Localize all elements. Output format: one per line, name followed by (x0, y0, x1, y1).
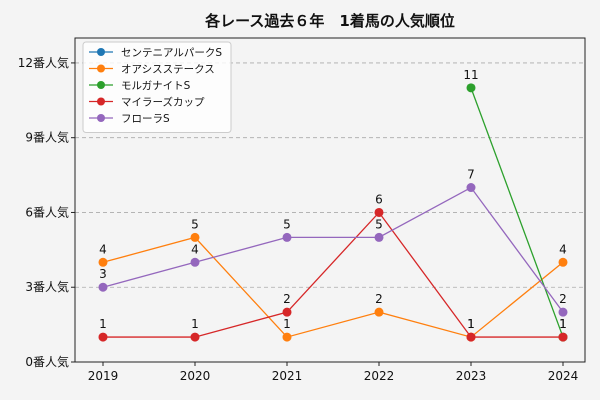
data-label: 5 (375, 217, 383, 231)
data-label: 2 (283, 292, 291, 306)
data-point (466, 83, 476, 93)
y-tick-label: 12番人気 (18, 55, 69, 70)
data-point (282, 332, 292, 342)
data-point (558, 332, 568, 342)
data-point (466, 183, 476, 193)
x-tick-label: 2023 (456, 369, 487, 383)
data-label: 11 (463, 68, 478, 82)
data-point (190, 257, 200, 267)
x-tick-label: 2020 (180, 369, 211, 383)
data-point (282, 307, 292, 317)
data-label: 7 (467, 168, 475, 182)
data-label: 6 (375, 192, 383, 206)
data-point (374, 207, 384, 217)
data-point (98, 332, 108, 342)
data-point (190, 232, 200, 242)
data-label: 5 (283, 217, 291, 231)
data-point (282, 232, 292, 242)
y-tick-label: 6番人気 (25, 204, 69, 219)
data-point (558, 307, 568, 317)
x-tick-label: 2021 (272, 369, 303, 383)
data-point (374, 307, 384, 317)
legend-marker (97, 48, 105, 56)
data-label: 4 (191, 242, 199, 256)
legend-marker (97, 64, 105, 73)
chart-title: 各レース過去６年 1着馬の人気順位 (204, 12, 455, 30)
y-tick-label: 9番人気 (25, 130, 69, 145)
data-point (190, 332, 200, 342)
y-tick-label: 0番人気 (25, 354, 69, 369)
x-tick-label: 2024 (548, 369, 579, 383)
legend-label: センテニアルパークS (121, 47, 222, 59)
series-line (470, 87, 564, 338)
x-tick-label: 2022 (364, 369, 395, 383)
y-tick-label: 3番人気 (25, 279, 69, 294)
legend-label: フローラS (121, 113, 170, 125)
data-label: 2 (559, 292, 567, 306)
data-label: 1 (467, 317, 475, 331)
series-layer (98, 83, 568, 342)
series-line (103, 211, 563, 338)
x-tick-label: 2019 (88, 369, 119, 383)
data-label: 4 (559, 242, 567, 256)
axes: 0番人気 3番人気 6番人気 9番人気 12番人気 2019 2020 2021 2022 202… (18, 37, 586, 383)
data-point (466, 332, 476, 342)
data-label: 1 (283, 317, 291, 331)
data-point (98, 257, 108, 267)
data-label: 1 (559, 317, 567, 331)
legend-marker (97, 114, 105, 122)
data-label: 1 (467, 317, 475, 331)
data-label: 5 (191, 217, 199, 231)
data-label: 4 (99, 242, 107, 256)
legend-marker (97, 81, 105, 89)
data-label: 1 (191, 317, 199, 331)
data-label: 1 (99, 317, 107, 331)
legend-label: マイラーズカップ (121, 96, 205, 109)
data-label: 2 (375, 292, 383, 306)
legend-box (82, 41, 232, 133)
data-point (558, 257, 568, 267)
plot-frame (74, 37, 586, 363)
data-point (374, 232, 384, 242)
legend-marker (97, 97, 105, 106)
series-line (102, 186, 564, 313)
data-label: 1 (559, 317, 567, 331)
data-point (98, 282, 108, 292)
data-label: 3 (99, 267, 107, 281)
series-line (102, 236, 564, 338)
legend-label: オアシスステークス (121, 64, 215, 76)
legend-label: モルガナイトS (121, 80, 191, 92)
